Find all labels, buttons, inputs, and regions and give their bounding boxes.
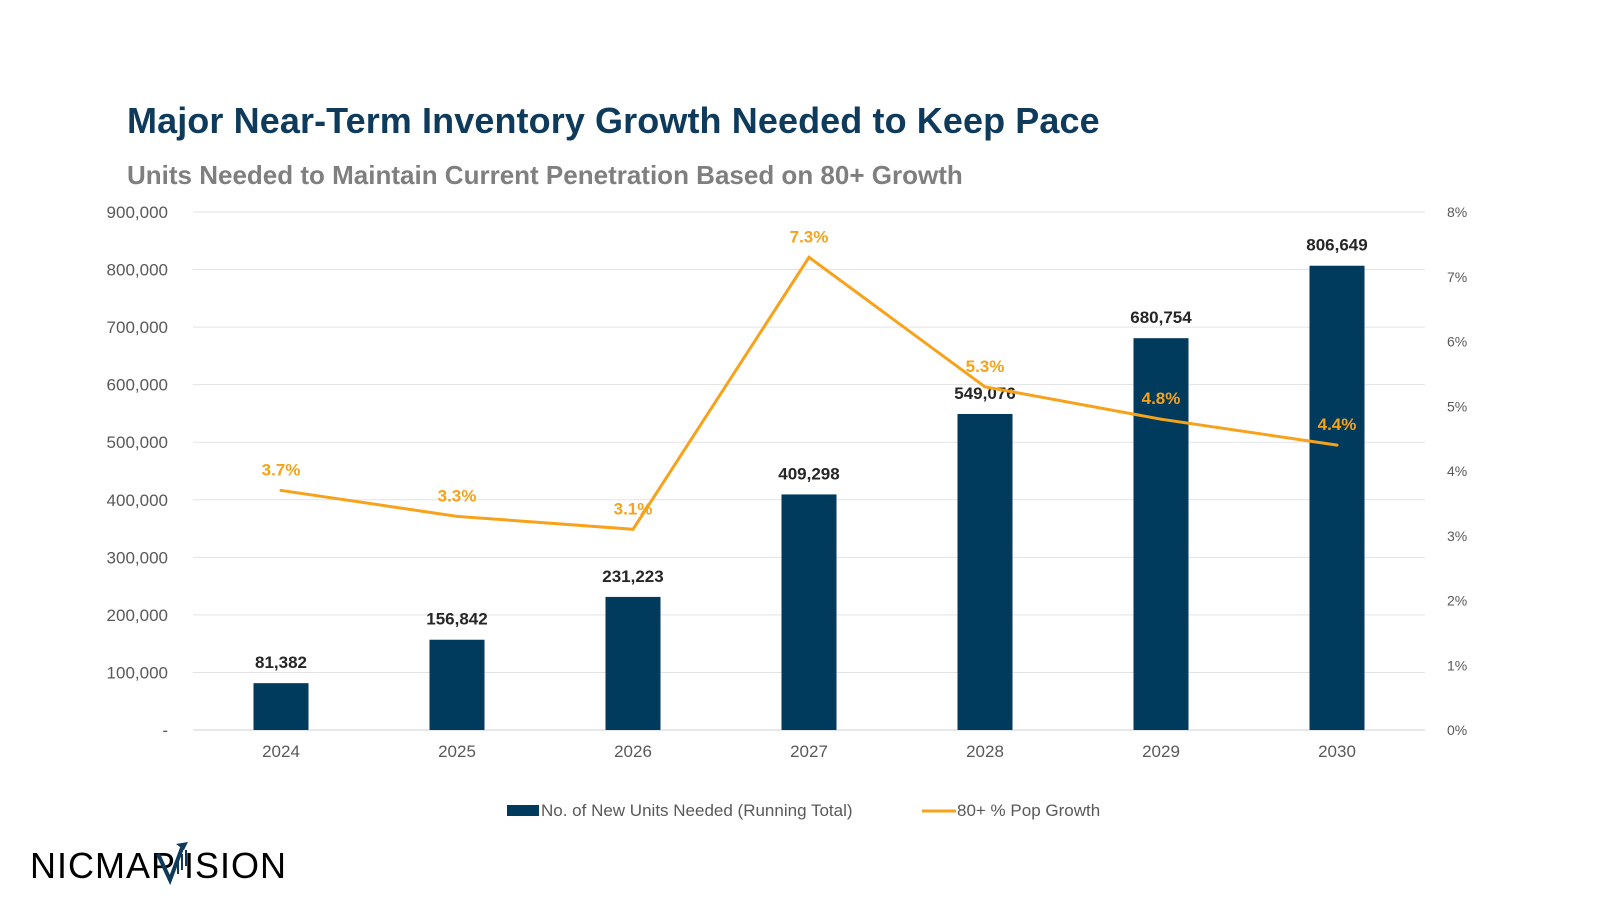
chart-subtitle: Units Needed to Maintain Current Penetra… <box>127 160 963 190</box>
x-tick-label: 2026 <box>614 742 652 761</box>
legend-swatch-units <box>507 805 539 816</box>
bar <box>957 413 1013 730</box>
x-tick-label: 2028 <box>966 742 1004 761</box>
bar-data-label: 231,223 <box>602 567 663 586</box>
y-left-tick-label: 900,000 <box>107 203 168 222</box>
y-left-tick-label: 600,000 <box>107 376 168 395</box>
y-left-tick-label: 500,000 <box>107 433 168 452</box>
line-data-label: 4.8% <box>1142 389 1181 408</box>
line-data-label: 4.4% <box>1318 415 1357 434</box>
y-right-tick-label: 8% <box>1447 204 1467 220</box>
line-point <box>807 255 811 259</box>
logo-text-right: ISION <box>184 845 287 886</box>
line-point <box>279 488 283 492</box>
bar-data-label: 680,754 <box>1130 308 1192 327</box>
line-data-label: 3.1% <box>614 499 653 518</box>
y-right-tick-label: 6% <box>1447 334 1467 350</box>
bar <box>1133 338 1189 730</box>
bar-data-label: 409,298 <box>778 464 839 483</box>
bar <box>1309 265 1365 730</box>
y-right-tick-label: 7% <box>1447 269 1467 285</box>
line-point <box>455 514 459 518</box>
chart-title: Major Near-Term Inventory Growth Needed … <box>127 100 1100 141</box>
x-tick-label: 2025 <box>438 742 476 761</box>
chart: - 100,000 200,000 300,000 400,000 500,000 600,… <box>107 203 1468 820</box>
bar <box>429 639 485 730</box>
y-right-tick-label: 2% <box>1447 593 1467 609</box>
x-tick-label: 2024 <box>262 742 300 761</box>
line-point <box>1335 443 1339 447</box>
bar <box>253 683 309 730</box>
legend-label-units: No. of New Units Needed (Running Total) <box>541 801 853 820</box>
line-data-label: 3.3% <box>438 486 477 505</box>
nic-map-vision-logo: NICMAP ISION <box>30 842 287 886</box>
y-left-tick-label: 200,000 <box>107 606 168 625</box>
legend-label-pop-growth: 80+ % Pop Growth <box>957 801 1100 820</box>
line-data-label: 3.7% <box>262 460 301 479</box>
x-tick-label: 2027 <box>790 742 828 761</box>
bar <box>605 596 661 730</box>
bar <box>781 494 837 730</box>
y-left-tick-label: - <box>162 721 168 740</box>
y-right-tick-label: 1% <box>1447 657 1467 673</box>
y-left-tick-label: 100,000 <box>107 663 168 682</box>
line-data-label: 5.3% <box>966 357 1005 376</box>
bar-data-label: 156,842 <box>426 610 487 629</box>
y-left-tick-label: 800,000 <box>107 261 168 280</box>
y-left-tick-label: 400,000 <box>107 491 168 510</box>
y-right-tick-label: 3% <box>1447 528 1467 544</box>
line-point <box>1159 417 1163 421</box>
y-left-tick-label: 700,000 <box>107 318 168 337</box>
y-right-tick-label: 0% <box>1447 722 1467 738</box>
line-point <box>631 527 635 531</box>
y-right-tick-label: 5% <box>1447 398 1467 414</box>
x-tick-label: 2029 <box>1142 742 1180 761</box>
bar-data-label: 806,649 <box>1306 236 1367 255</box>
line-data-label: 7.3% <box>790 227 829 246</box>
x-tick-label: 2030 <box>1318 742 1356 761</box>
y-right-tick-label: 4% <box>1447 463 1467 479</box>
logo-v-mark <box>156 842 188 886</box>
y-left-tick-label: 300,000 <box>107 548 168 567</box>
logo-text-left: NICMAP <box>30 845 176 886</box>
bar-data-label: 81,382 <box>255 653 307 672</box>
line-point <box>983 385 987 389</box>
